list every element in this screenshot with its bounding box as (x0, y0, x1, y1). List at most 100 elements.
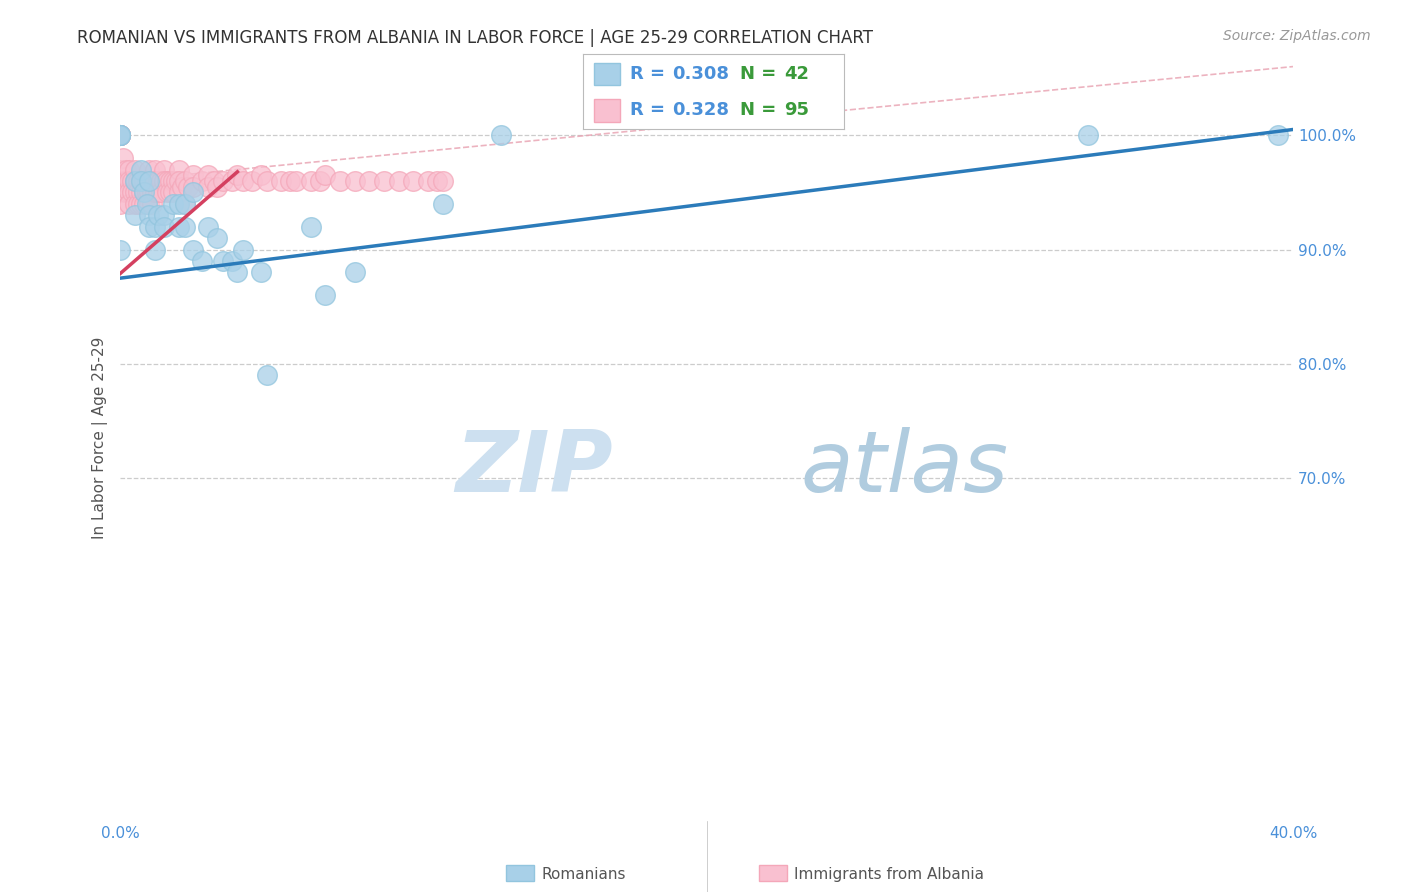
Point (124, 208, 146, 222)
Point (112, 151, 135, 165)
Point (278, 174, 301, 188)
Point (138, 186, 160, 200)
Text: 42: 42 (783, 65, 808, 83)
Point (173, 197, 195, 211)
Point (156, 186, 179, 200)
Point (299, 174, 322, 188)
Point (156, 174, 179, 188)
Point (205, 179, 228, 194)
Point (127, 197, 149, 211)
Point (132, 186, 155, 200)
Text: Romanians: Romanians (541, 867, 626, 881)
Point (108, 128, 131, 143)
Point (402, 174, 425, 188)
Point (127, 174, 149, 188)
Point (173, 197, 195, 211)
Text: R =: R = (630, 65, 672, 83)
Point (138, 208, 160, 222)
Text: ZIP: ZIP (456, 427, 613, 510)
Point (148, 208, 170, 222)
Point (432, 197, 454, 211)
Point (108, 128, 131, 143)
Point (138, 174, 160, 188)
Point (138, 174, 160, 188)
Point (132, 174, 155, 188)
Point (150, 186, 173, 200)
Point (115, 174, 138, 188)
Text: atlas: atlas (800, 427, 1008, 510)
Point (197, 179, 219, 194)
Text: N =: N = (740, 102, 782, 120)
Point (129, 186, 152, 200)
Point (183, 243, 205, 257)
Point (121, 174, 143, 188)
Point (108, 162, 131, 177)
Point (167, 174, 190, 188)
Point (197, 168, 219, 182)
Point (162, 174, 184, 188)
Point (143, 162, 166, 177)
Text: N =: N = (740, 65, 782, 83)
Point (148, 186, 170, 200)
Point (343, 265, 366, 279)
Point (108, 128, 131, 143)
Point (143, 174, 166, 188)
Point (108, 128, 131, 143)
Point (115, 162, 138, 177)
Point (135, 186, 157, 200)
Point (162, 197, 184, 211)
Point (108, 243, 131, 257)
Point (121, 186, 143, 200)
Point (153, 208, 176, 222)
FancyBboxPatch shape (593, 62, 620, 86)
Point (143, 243, 166, 257)
Point (232, 243, 254, 257)
Point (135, 174, 157, 188)
Point (250, 265, 273, 279)
Point (150, 174, 173, 188)
Point (129, 174, 152, 188)
Point (165, 174, 187, 188)
Text: 95: 95 (783, 102, 808, 120)
Point (112, 174, 135, 188)
Point (108, 128, 131, 143)
Point (314, 168, 336, 182)
Point (388, 174, 411, 188)
Point (191, 254, 214, 268)
Text: ROMANIAN VS IMMIGRANTS FROM ALBANIA IN LABOR FORCE | AGE 25-29 CORRELATION CHART: ROMANIAN VS IMMIGRANTS FROM ALBANIA IN L… (77, 29, 873, 46)
Point (285, 174, 308, 188)
Point (183, 179, 205, 194)
Text: 0.308: 0.308 (672, 65, 728, 83)
Point (314, 288, 336, 302)
Point (148, 174, 170, 188)
Point (108, 128, 131, 143)
Point (141, 174, 163, 188)
Point (129, 162, 152, 177)
Point (138, 197, 160, 211)
Point (132, 186, 155, 200)
Point (124, 197, 146, 211)
Point (256, 368, 278, 383)
Point (124, 174, 146, 188)
Point (118, 174, 141, 188)
Point (108, 128, 131, 143)
Point (202, 174, 225, 188)
Point (270, 174, 292, 188)
Point (491, 128, 513, 143)
Point (173, 174, 195, 188)
Point (132, 197, 155, 211)
Point (108, 197, 131, 211)
Point (221, 254, 243, 268)
Point (373, 174, 395, 188)
Point (359, 174, 381, 188)
Point (118, 162, 141, 177)
Point (240, 174, 263, 188)
Point (118, 197, 141, 211)
Point (211, 254, 233, 268)
Point (1077, 128, 1099, 143)
Point (124, 174, 146, 188)
Point (159, 186, 181, 200)
Point (108, 186, 131, 200)
Point (183, 186, 205, 200)
Point (432, 174, 454, 188)
